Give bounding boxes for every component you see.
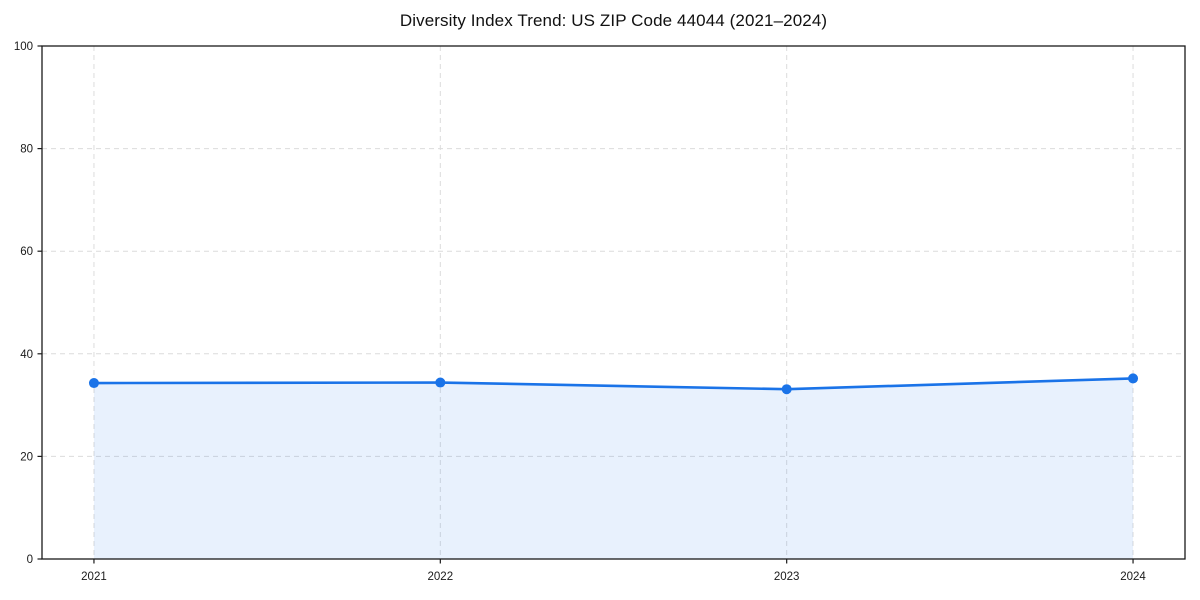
y-axis-tick-label: 0: [27, 554, 33, 566]
x-axis-tick-label: 2024: [1120, 571, 1146, 583]
data-point-marker: [1128, 373, 1139, 384]
chart-title: Diversity Index Trend: US ZIP Code 44044…: [399, 11, 828, 30]
axes-frame: [41, 45, 1186, 560]
x-axis-tick-label: 2021: [81, 571, 107, 583]
x-axis-tick-label: 2023: [774, 571, 800, 583]
x-axis-tick-label: 2022: [428, 571, 454, 583]
data-point-marker: [435, 377, 446, 388]
y-axis-tick-label: 40: [20, 349, 33, 361]
series-line: [92, 377, 1135, 391]
y-axis-tick-label: 60: [20, 246, 33, 258]
y-axis-tick-label: 20: [20, 451, 33, 463]
area-fill: [93, 378, 1134, 559]
data-point-marker: [88, 378, 99, 389]
y-axis-tick-label: 100: [14, 41, 33, 53]
y-axis-tick-label: 80: [20, 144, 33, 156]
data-point-marker: [781, 384, 792, 395]
